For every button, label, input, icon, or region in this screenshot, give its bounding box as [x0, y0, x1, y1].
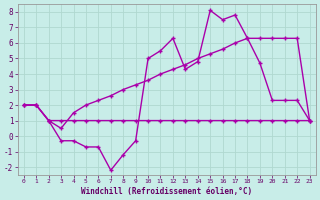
X-axis label: Windchill (Refroidissement éolien,°C): Windchill (Refroidissement éolien,°C): [81, 187, 252, 196]
